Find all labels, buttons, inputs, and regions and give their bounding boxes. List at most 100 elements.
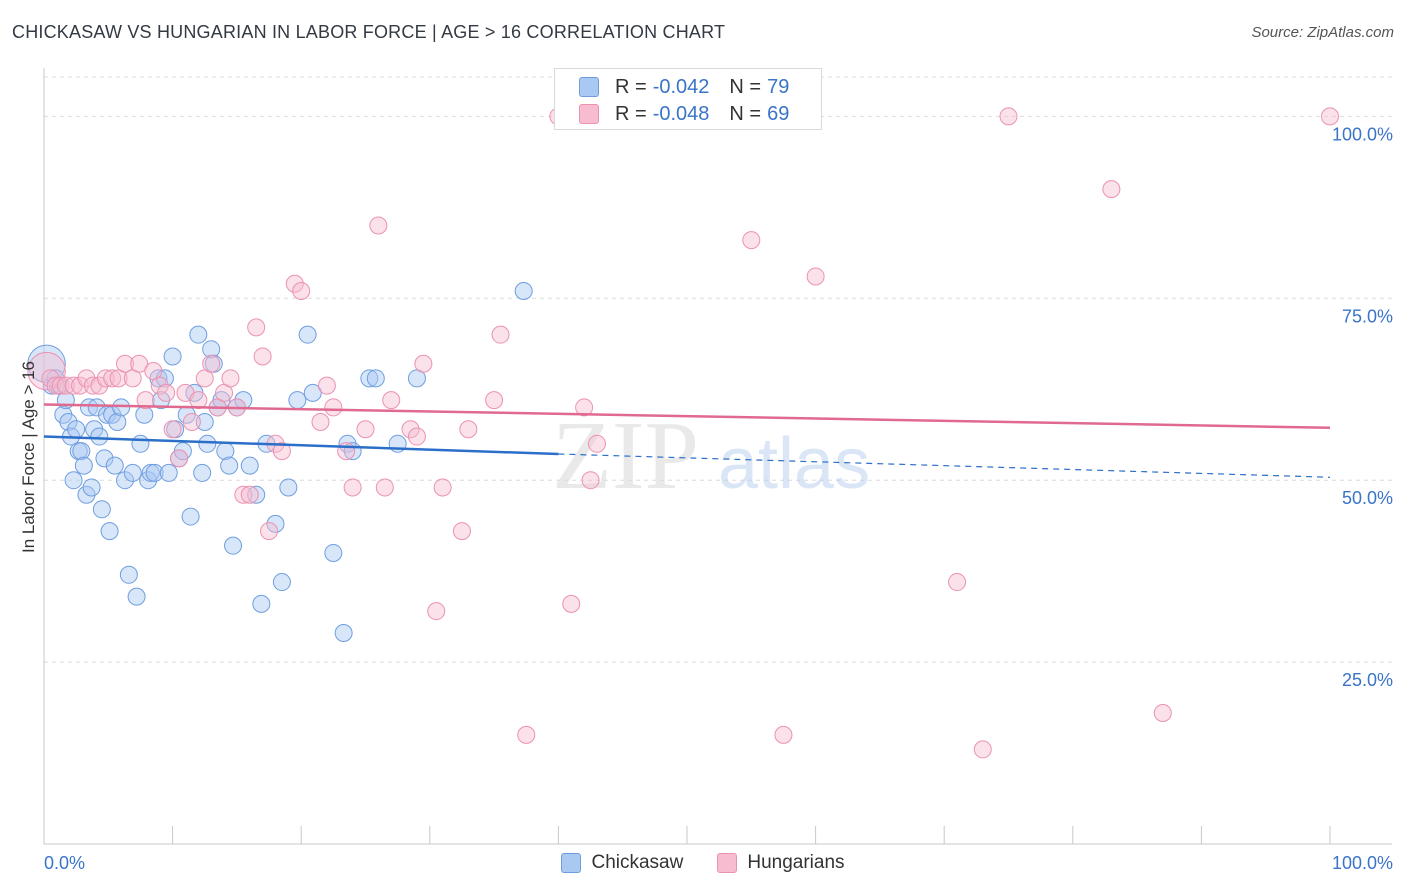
trend-line-chickasaw-dashed xyxy=(558,453,1331,478)
legend-row-hungarians: R = -0.048 N = 69 xyxy=(579,102,789,126)
data-point-hungarians xyxy=(517,725,536,744)
x-tick-label-100: 100.0% xyxy=(1332,853,1393,873)
data-point-chickasaw xyxy=(324,543,343,562)
y-tick-label: 75.0% xyxy=(1342,306,1393,326)
data-point-chickasaw xyxy=(108,412,127,431)
legend-n-value: 79 xyxy=(767,75,790,98)
trend-line-hungarians xyxy=(43,403,1331,430)
data-point-chickasaw xyxy=(127,587,146,606)
legend-r-value: -0.048 xyxy=(652,102,710,125)
data-point-chickasaw xyxy=(298,325,317,344)
data-point-chickasaw xyxy=(59,412,78,431)
data-point-chickasaw xyxy=(145,463,164,482)
watermark-atlas: atlas xyxy=(718,424,870,504)
data-point-hungarians xyxy=(1321,107,1339,126)
data-point-chickasaw xyxy=(189,325,208,344)
y-tick-label: 25.0% xyxy=(1342,670,1393,690)
chart-title: CHICKASAW VS HUNGARIAN IN LABOR FORCE | … xyxy=(12,22,726,42)
legend-row-chickasaw: R = -0.042 N = 79 xyxy=(579,75,789,99)
y-tick-label: 50.0% xyxy=(1342,488,1393,508)
legend-n-value: 69 xyxy=(767,102,790,125)
data-point-hungarians xyxy=(247,318,266,337)
legend-r-label: R = xyxy=(615,102,647,125)
y-axis-label: In Labor Force | Age > 16 xyxy=(19,361,38,553)
data-point-chickasaw xyxy=(198,434,217,453)
legend-swatch-blue xyxy=(579,77,599,97)
data-point-chickasaw xyxy=(195,412,214,431)
legend-n-label: N = xyxy=(729,75,762,98)
data-point-chickasaw xyxy=(288,391,307,410)
data-point-hungarians xyxy=(1153,704,1172,723)
data-point-chickasaw xyxy=(141,463,160,482)
data-point-hungarians xyxy=(272,442,291,461)
data-point-hungarians xyxy=(1102,180,1121,199)
data-point-hungarians xyxy=(414,354,433,373)
series-legend: Chickasaw Hungarians xyxy=(0,852,1406,874)
data-point-hungarians xyxy=(973,740,992,759)
swatch-chickasaw xyxy=(561,853,582,873)
data-point-chickasaw xyxy=(74,456,93,475)
data-point-hungarians xyxy=(150,376,169,395)
data-point-hungarians xyxy=(136,391,155,410)
data-point-hungarians xyxy=(311,412,330,431)
data-point-hungarians xyxy=(221,369,240,388)
data-point-hungarians xyxy=(485,391,504,410)
data-point-chickasaw xyxy=(279,478,298,497)
data-point-hungarians xyxy=(806,267,825,286)
data-point-hungarians xyxy=(369,216,388,235)
series-legend-hungarians[interactable]: Hungarians xyxy=(717,852,845,874)
data-point-chickasaw xyxy=(163,347,182,366)
data-point-chickasaw xyxy=(193,463,212,482)
data-point-hungarians xyxy=(130,354,149,373)
data-point-chickasaw xyxy=(82,478,101,497)
series-legend-chickasaw[interactable]: Chickasaw xyxy=(561,852,683,874)
legend-swatch-pink xyxy=(579,104,599,124)
data-point-chickasaw xyxy=(92,500,111,519)
data-point-hungarians xyxy=(774,725,793,744)
data-point-hungarians xyxy=(356,420,375,439)
y-tick-label: 100.0% xyxy=(1332,124,1393,144)
data-point-hungarians xyxy=(343,478,362,497)
data-point-chickasaw xyxy=(366,369,385,388)
data-point-hungarians xyxy=(999,107,1018,126)
data-point-chickasaw xyxy=(202,340,221,359)
data-point-hungarians xyxy=(182,412,201,431)
series-legend-label: Hungarians xyxy=(747,852,845,873)
data-point-chickasaw xyxy=(87,398,106,417)
data-point-hungarians xyxy=(427,602,446,621)
data-point-chickasaw xyxy=(105,456,124,475)
data-point-hungarians xyxy=(317,376,336,395)
data-point-hungarians xyxy=(337,442,356,461)
data-point-hungarians xyxy=(581,471,600,490)
data-point-chickasaw xyxy=(119,565,138,584)
data-point-chickasaw xyxy=(112,398,131,417)
data-point-hungarians xyxy=(382,391,401,410)
data-point-hungarians xyxy=(202,354,221,373)
data-point-chickasaw xyxy=(181,507,200,526)
data-point-chickasaw xyxy=(220,456,239,475)
legend-n-label: N = xyxy=(729,102,762,125)
data-point-hungarians xyxy=(587,434,606,453)
data-point-hungarians xyxy=(56,376,75,395)
data-point-hungarians xyxy=(163,420,182,439)
data-point-hungarians xyxy=(324,398,343,417)
data-point-hungarians xyxy=(103,369,122,388)
data-point-hungarians xyxy=(575,398,594,417)
data-point-hungarians xyxy=(253,347,272,366)
correlation-legend: R = -0.042 N = 79 R = -0.048 N = 69 xyxy=(554,68,822,130)
x-tick-label-0: 0.0% xyxy=(44,853,85,873)
data-point-chickasaw xyxy=(240,456,259,475)
data-point-hungarians xyxy=(51,376,70,395)
data-point-chickasaw xyxy=(272,573,291,592)
data-point-hungarians xyxy=(742,231,761,250)
data-point-chickasaw xyxy=(159,463,178,482)
data-point-chickasaw xyxy=(303,383,322,402)
data-point-hungarians xyxy=(116,354,135,373)
data-point-hungarians xyxy=(452,522,471,541)
data-point-chickasaw xyxy=(72,442,91,461)
data-point-chickasaw xyxy=(224,536,243,555)
data-point-chickasaw xyxy=(131,434,150,453)
data-point-hungarians xyxy=(401,420,420,439)
data-point-chickasaw xyxy=(360,369,379,388)
data-point-hungarians xyxy=(260,522,279,541)
